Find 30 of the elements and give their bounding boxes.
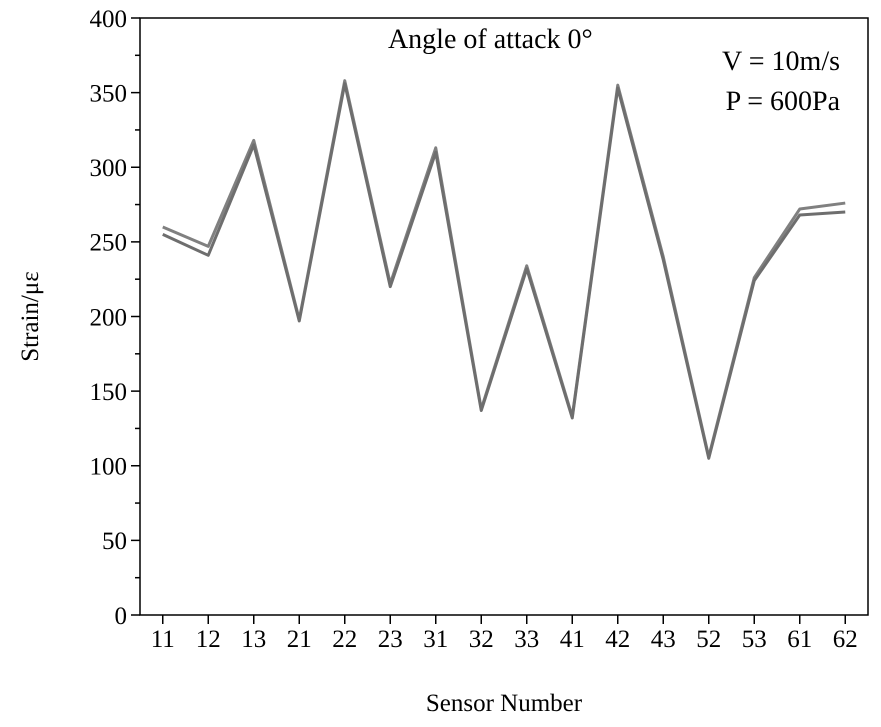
x-tick-label: 43 [650, 626, 676, 653]
y-tick-label: 0 [114, 602, 127, 630]
annotation: P = 600Pa [726, 86, 841, 117]
x-tick-label: 52 [696, 626, 722, 653]
y-tick-label: 50 [102, 528, 127, 556]
x-tick-label: 42 [605, 626, 630, 653]
y-tick-label: 200 [90, 304, 127, 332]
x-tick-label: 61 [787, 626, 812, 653]
x-tick-label: 33 [514, 626, 540, 653]
x-tick-label: 53 [742, 626, 767, 653]
x-tick-label: 11 [150, 626, 175, 653]
y-tick-label: 150 [90, 378, 127, 406]
y-tick-label: 300 [90, 155, 127, 182]
x-tick-label: 41 [560, 626, 585, 653]
x-tick-label: 12 [196, 626, 221, 653]
annotation: Angle of attack 0° [388, 24, 593, 55]
x-tick-label: 13 [241, 626, 266, 653]
y-tick-label: 350 [90, 80, 127, 108]
x-tick-label: 32 [468, 626, 494, 653]
x-tick-label: 62 [832, 626, 858, 653]
y-tick-label: 100 [90, 454, 127, 480]
annotation: V = 10m/s [722, 46, 840, 77]
x-tick-label: 21 [286, 626, 312, 653]
x-tick-label: 31 [423, 626, 448, 653]
y-tick-label: 250 [90, 230, 127, 257]
y-axis-title: Strain/με [17, 271, 44, 362]
x-axis-title: Sensor Number [426, 690, 583, 717]
y-tick-label: 400 [90, 6, 127, 33]
x-tick-label: 23 [378, 626, 403, 653]
x-tick-label: 22 [332, 626, 358, 653]
